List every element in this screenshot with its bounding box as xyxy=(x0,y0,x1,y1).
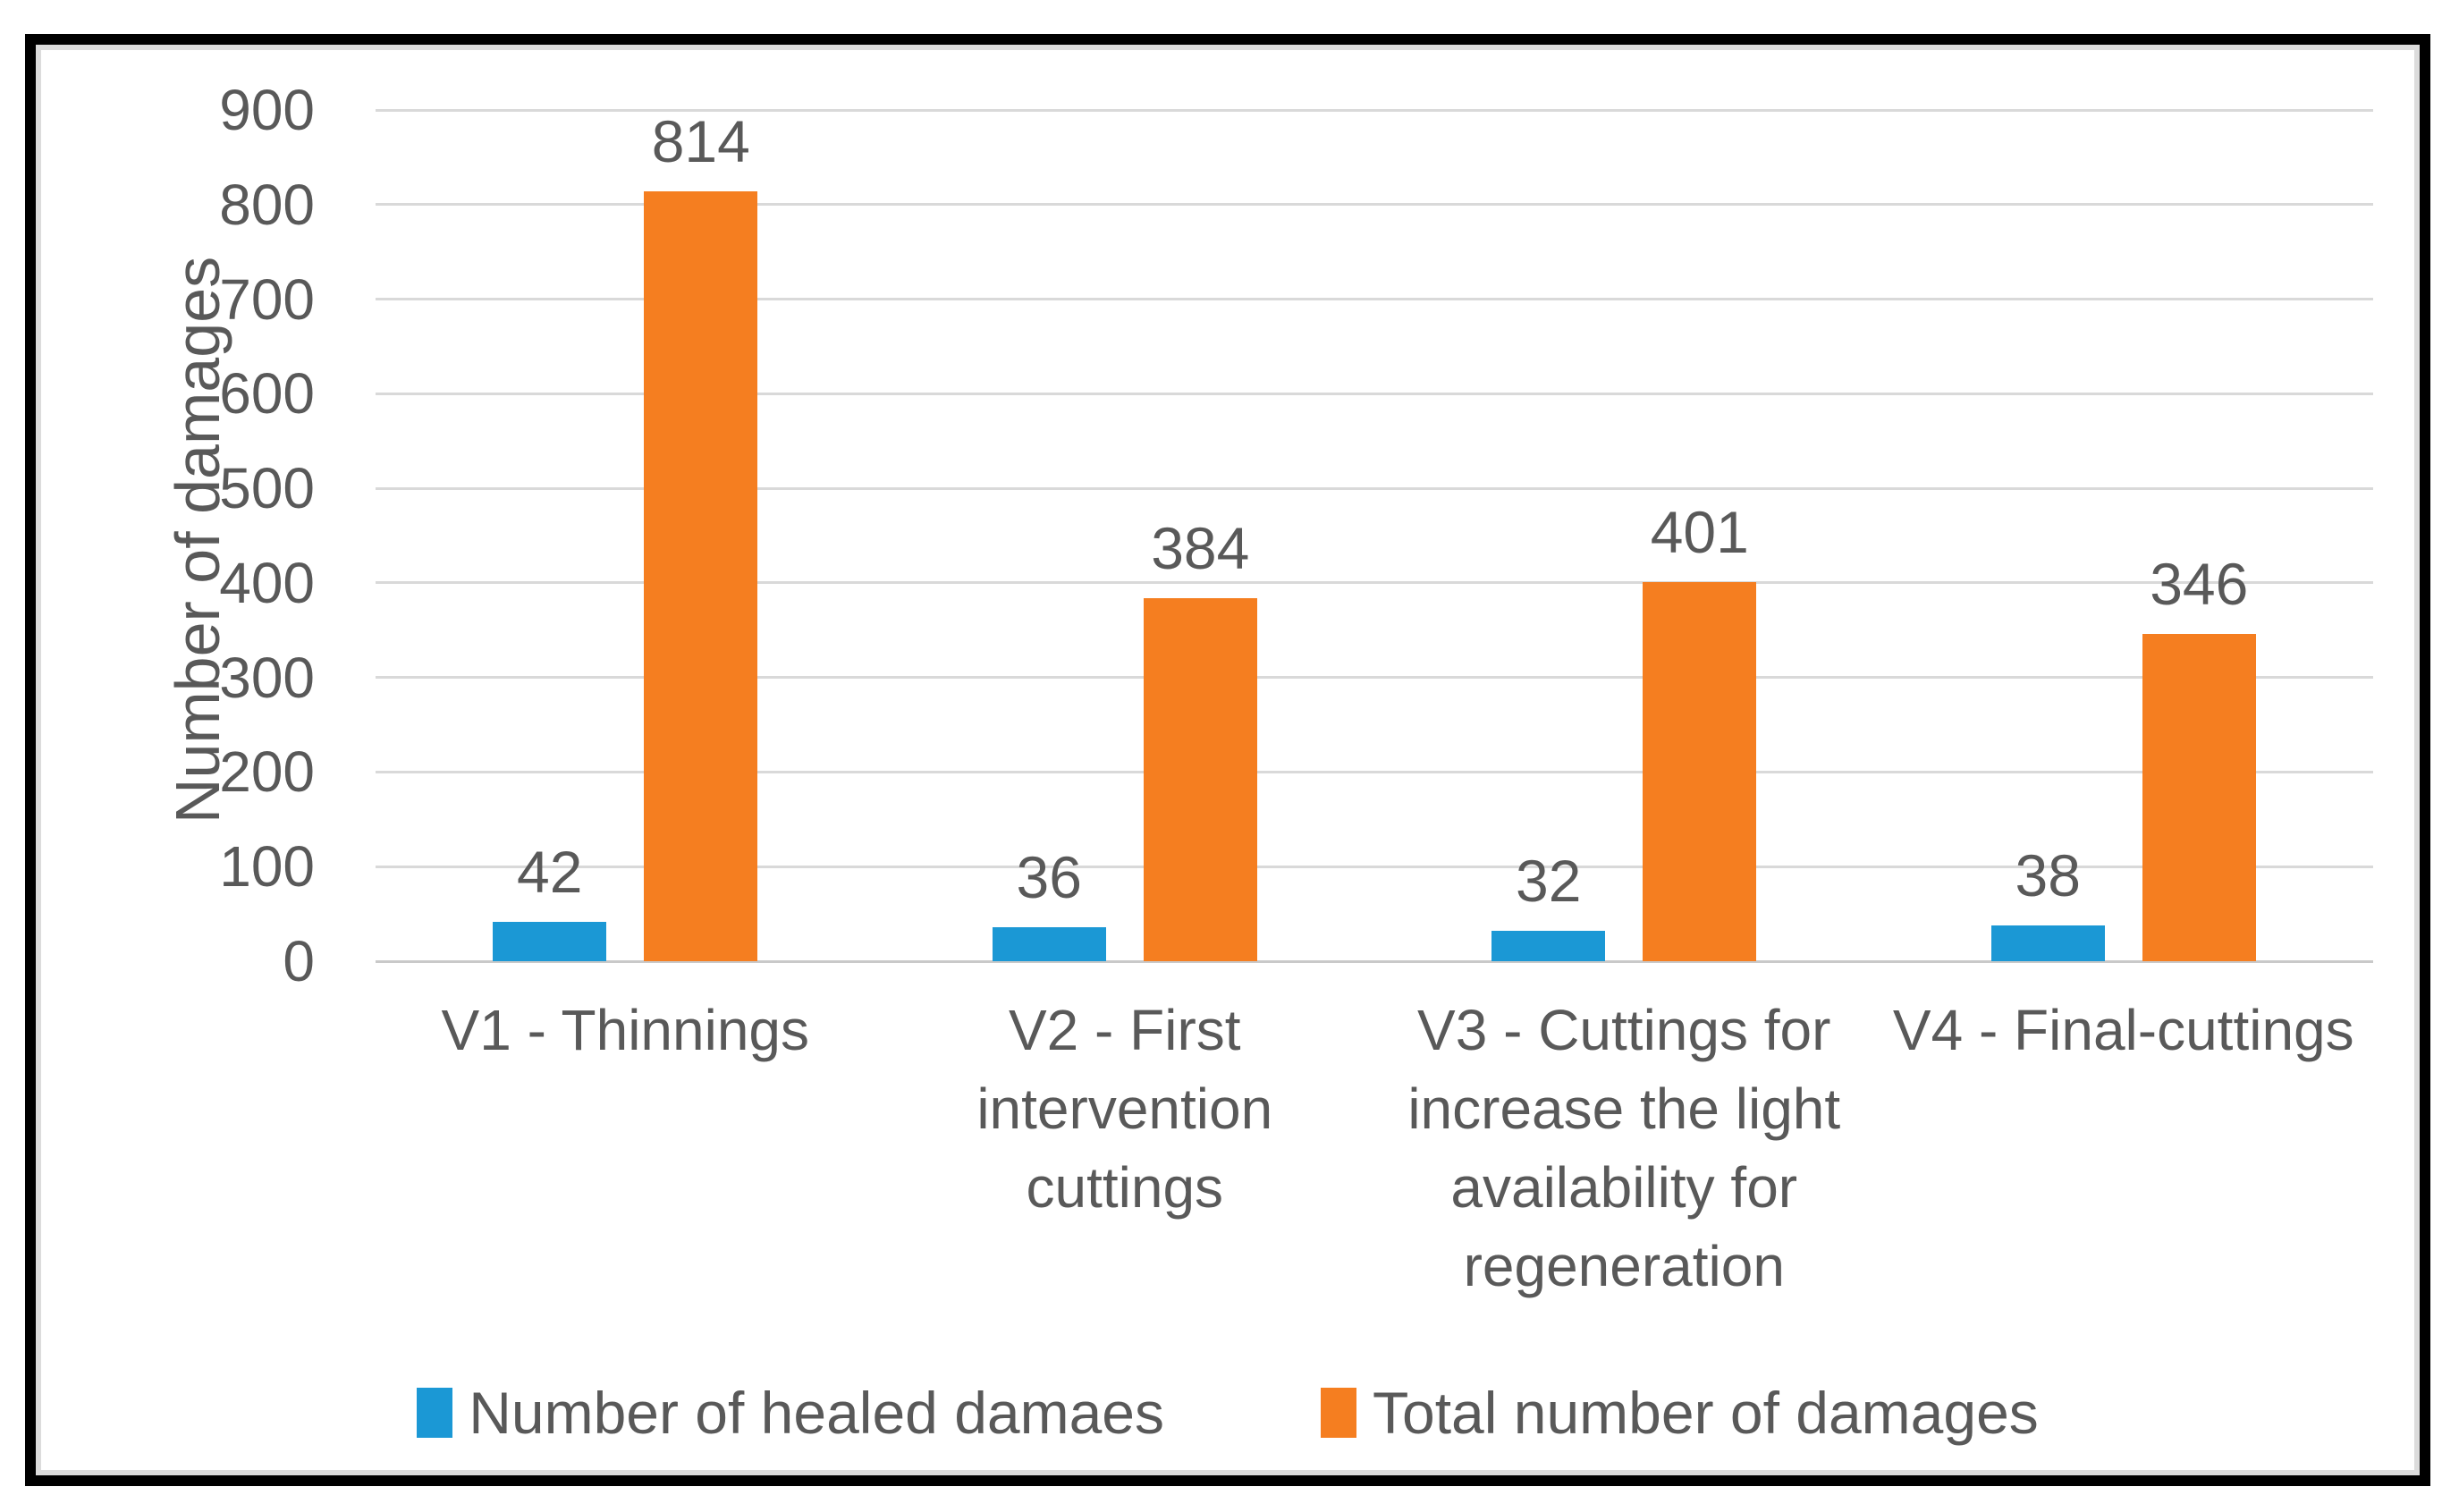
gridline-600 xyxy=(376,392,2373,395)
gridline-300 xyxy=(376,676,2373,680)
bar-s0-c3 xyxy=(1990,925,2105,961)
bar-s0-c2 xyxy=(1491,931,1606,961)
bar-s0-c0 xyxy=(493,921,607,961)
y-tick-label-500: 500 xyxy=(219,456,315,521)
value-label-s1-c2: 401 xyxy=(1650,498,1749,565)
gridline-100 xyxy=(376,865,2373,868)
legend-item-0: Number of healed damaes xyxy=(417,1377,1164,1449)
legend-item-1: Total number of damages xyxy=(1321,1377,2039,1449)
value-label-s0-c2: 32 xyxy=(1516,848,1582,915)
value-label-s1-c3: 346 xyxy=(2150,551,2249,617)
y-tick-label-200: 200 xyxy=(219,739,315,805)
gridline-900 xyxy=(376,108,2373,112)
value-label-s1-c1: 384 xyxy=(1151,514,1250,581)
legend-swatch-0 xyxy=(417,1388,453,1438)
y-tick-label-900: 900 xyxy=(219,78,315,142)
x-category-label-2: V3 - Cuttings for increase the light ava… xyxy=(1407,998,1841,1298)
gridline-500 xyxy=(376,486,2373,490)
gridline-800 xyxy=(376,203,2373,207)
x-category-label-0: V1 - Thinnings xyxy=(441,998,810,1062)
chart-frame: Number of damages 0 100 200 300 400 500 600 700… xyxy=(25,34,2430,1486)
x-category-label-3: V4 - Final-cuttings xyxy=(1892,998,2354,1062)
legend-label-1: Total number of damages xyxy=(1373,1380,2039,1446)
y-axis-title: Number of damages xyxy=(163,256,232,824)
y-tick-label-400: 400 xyxy=(219,550,315,615)
y-tick-label-0: 0 xyxy=(283,929,315,993)
y-tick-label-800: 800 xyxy=(219,172,315,237)
bar-s1-c2 xyxy=(1643,581,1757,961)
y-tick-label-100: 100 xyxy=(219,834,315,900)
y-tick-label-300: 300 xyxy=(219,645,315,710)
bar-s1-c0 xyxy=(644,190,758,961)
y-tick-label-600: 600 xyxy=(219,361,315,427)
x-category-label-1: V2 - First intervention cuttings xyxy=(976,998,1273,1220)
bar-s1-c3 xyxy=(2142,634,2256,961)
legend-swatch-1 xyxy=(1321,1388,1357,1438)
value-label-s0-c3: 38 xyxy=(2015,841,2081,908)
gridline-700 xyxy=(376,298,2373,301)
value-label-s1-c0: 814 xyxy=(651,107,750,174)
value-label-s0-c0: 42 xyxy=(517,838,583,905)
legend-label-0: Number of healed damaes xyxy=(469,1380,1165,1446)
gridline-200 xyxy=(376,770,2373,773)
gridline-400 xyxy=(376,581,2373,585)
bar-s0-c1 xyxy=(992,926,1106,961)
value-label-s0-c1: 36 xyxy=(1016,843,1082,910)
y-tick-label-700: 700 xyxy=(219,266,315,332)
legend: Number of healed damaes Total number of d… xyxy=(36,1373,2420,1453)
bar-s1-c1 xyxy=(1143,597,1257,961)
gridline-0 xyxy=(376,959,2373,963)
